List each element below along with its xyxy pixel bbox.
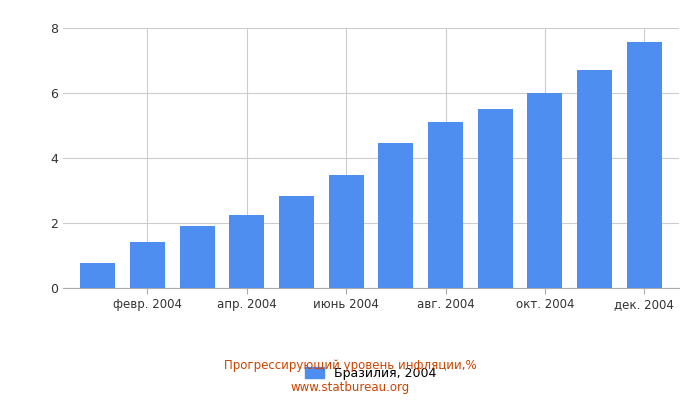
Bar	[329, 175, 363, 288]
Text: Прогрессирующий уровень инфляции,%: Прогрессирующий уровень инфляции,%	[224, 360, 476, 372]
Bar	[478, 109, 512, 288]
Bar	[626, 42, 662, 288]
Bar	[230, 214, 264, 288]
Bar	[528, 93, 562, 288]
Legend: Бразилия, 2004: Бразилия, 2004	[305, 367, 437, 380]
Bar	[80, 263, 116, 288]
Text: www.statbureau.org: www.statbureau.org	[290, 381, 410, 394]
Bar	[279, 196, 314, 288]
Bar	[428, 122, 463, 288]
Bar	[578, 70, 612, 288]
Bar	[130, 242, 164, 288]
Bar	[180, 226, 214, 288]
Bar	[379, 143, 413, 288]
